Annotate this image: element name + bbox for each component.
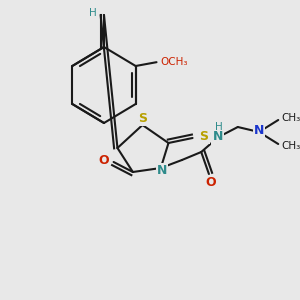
Text: H: H	[215, 122, 222, 132]
Text: O: O	[99, 154, 109, 166]
Text: N: N	[212, 130, 223, 143]
Text: CH₃: CH₃	[281, 141, 300, 151]
Text: N: N	[254, 124, 264, 137]
Text: N: N	[157, 164, 167, 176]
Text: CH₃: CH₃	[281, 113, 300, 123]
Text: S: S	[138, 112, 147, 124]
Text: H: H	[88, 8, 96, 18]
Text: S: S	[200, 130, 208, 142]
Text: O: O	[206, 176, 216, 188]
Text: OCH₃: OCH₃	[160, 57, 188, 67]
